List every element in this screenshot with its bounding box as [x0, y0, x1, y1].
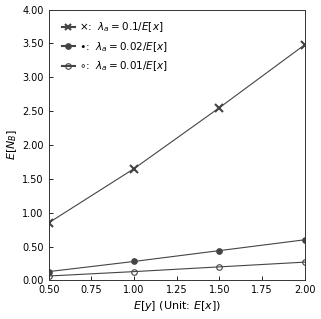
Y-axis label: $E[N_B]$: $E[N_B]$ — [5, 130, 19, 160]
Legend: $\times$:  $\lambda_a = 0.1/E[x]$, $\bullet$:  $\lambda_a = 0.02/E[x]$, $\circ$:: $\times$: $\lambda_a = 0.1/E[x]$, $\bull… — [59, 18, 171, 77]
X-axis label: $E[y]$ (Unit: $E[x]$): $E[y]$ (Unit: $E[x]$) — [133, 300, 221, 314]
